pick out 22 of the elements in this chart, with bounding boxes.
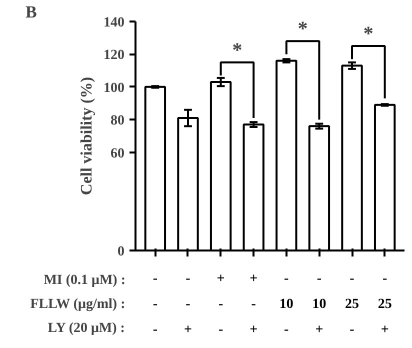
- text: LY (20 μM) :: [48, 321, 125, 336]
- annotation: *: [298, 18, 308, 40]
- x-tick-label: - 25 +: [378, 271, 392, 338]
- x-tick-label: - 10 -: [279, 271, 294, 338]
- y-tick-label: 100: [104, 80, 124, 96]
- x-tick-label: - 10 +: [312, 271, 326, 338]
- annotation: *: [363, 23, 374, 46]
- annotation: *: [232, 39, 242, 62]
- x-tick-label: + - +: [250, 271, 258, 338]
- y-tick-label: 80: [110, 114, 124, 129]
- x-tick-label: - - +: [184, 271, 192, 338]
- x-tick-label: - - -: [152, 271, 158, 338]
- y-tick-label: 60: [110, 146, 124, 162]
- text: MI (0.1 μM) :: [44, 273, 126, 288]
- y-tick-label: 0: [118, 244, 124, 260]
- text: FLLW (μg/ml) :: [30, 297, 126, 312]
- x-tick-label: - 25 -: [345, 271, 360, 338]
- y-tick-label: 120: [104, 48, 124, 64]
- y-axis-title: Cell viability (%): [78, 76, 96, 196]
- x-tick-label: + - -: [216, 271, 225, 338]
- y-tick-label: 140: [104, 16, 124, 30]
- chart-title: B: [26, 2, 37, 22]
